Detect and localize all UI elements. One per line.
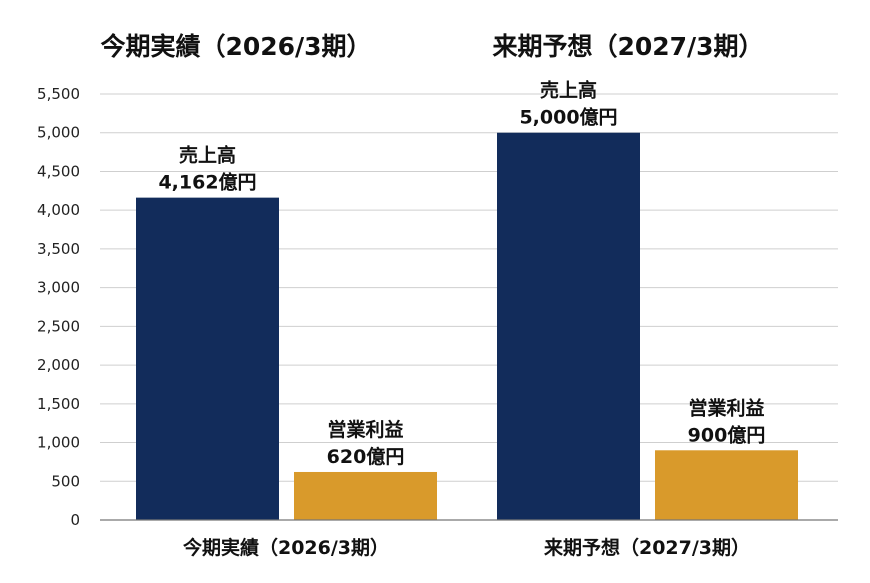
y-tick-label: 2,500 [37, 317, 80, 335]
y-tick-label: 5,000 [37, 124, 80, 142]
x-axis-category-labels: 今期実績（2026/3期） 来期予想（2027/3期） [182, 536, 750, 559]
x-category-label: 今期実績（2026/3期） [182, 536, 389, 559]
bars [136, 132, 798, 520]
y-tick-label: 3,500 [37, 240, 80, 258]
data-label-value: 900億円 [688, 423, 766, 446]
data-label-value: 4,162億円 [158, 171, 256, 194]
y-tick-label: 4,500 [37, 162, 80, 180]
y-tick-label: 3,000 [37, 279, 80, 297]
data-label-series: 営業利益 [327, 418, 403, 441]
y-tick-label: 500 [51, 472, 80, 490]
data-label-series: 売上高 [540, 79, 597, 102]
bar-operating-profit [294, 471, 437, 520]
y-tick-label: 1,500 [37, 395, 80, 413]
group-header-title: 今期実績（2026/3期） [100, 32, 371, 61]
bar-operating-profit [655, 450, 798, 520]
y-axis-ticks: 0 500 1,000 1,500 2,000 2,500 3,000 3,500 4,000 4… [37, 85, 80, 529]
y-tick-label: 1,000 [37, 434, 80, 452]
x-category-label: 来期予想（2027/3期） [544, 536, 750, 559]
y-tick-label: 5,500 [37, 85, 80, 103]
group-header-title: 来期予想（2027/3期） [492, 32, 763, 61]
data-label-value: 5,000億円 [519, 106, 617, 129]
bar-net-sales [497, 132, 640, 520]
data-label-value: 620億円 [327, 445, 405, 468]
data-label-series: 売上高 [179, 144, 236, 167]
y-tick-label: 0 [70, 511, 80, 529]
group-headers: 今期実績（2026/3期） 来期予想（2027/3期） [100, 32, 763, 61]
data-label-series: 営業利益 [688, 396, 764, 419]
bar-net-sales [136, 197, 279, 520]
y-tick-label: 4,000 [37, 201, 80, 219]
y-tick-label: 2,000 [37, 356, 80, 374]
